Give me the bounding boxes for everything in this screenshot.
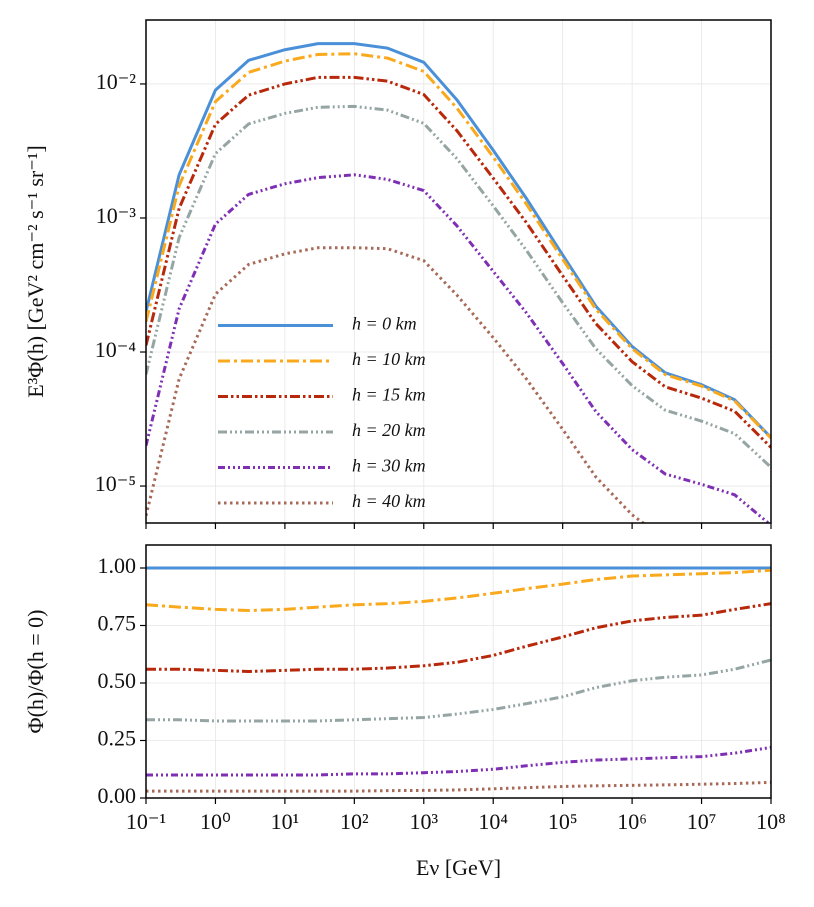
y-tick-label: 0.25 [98,726,137,751]
series-line [146,780,771,793]
plot-area [146,42,771,523]
legend-label: h = 15 km [352,385,426,405]
legend-label: h = 0 km [352,314,417,334]
y-axis-label: E³Φ(h) [GeV² cm⁻² s⁻¹ sr⁻¹] [23,145,48,398]
x-tick-label: 10⁸ [756,809,786,834]
series-line [146,75,771,449]
y-axis-label: Φ(h)/Φ(h = 0) [23,610,48,734]
legend-label: h = 20 km [352,420,426,440]
y-tick-label: 0.00 [98,783,137,808]
series-line [146,246,646,523]
x-tick-label: 10² [340,809,369,834]
x-tick-label: 10⁻¹ [126,809,166,834]
series-line [146,173,771,523]
y-tick-label: 10⁻⁵ [95,471,136,496]
plot-frame [145,19,772,524]
y-tick-label: 0.75 [98,611,137,636]
y-tick-label: 1.00 [98,553,137,578]
y-tick-label: 10⁻³ [96,203,137,228]
plot-frame [145,544,772,799]
x-tick-label: 10³ [409,809,438,834]
y-tick-label: 10⁻² [96,69,137,94]
y-tick-label: 10⁻⁴ [95,337,137,362]
x-axis-label: Eν [GeV] [416,855,501,880]
plot-area [146,566,771,793]
series-line [146,568,771,613]
y-tick-label: 0.50 [98,668,137,693]
series-line [146,745,771,777]
series-line [146,52,771,440]
x-tick-label: 10⁷ [687,809,717,834]
x-tick-label: 10⁰ [200,809,231,834]
legend-label: h = 40 km [352,491,426,511]
legend-label: h = 30 km [352,456,426,476]
x-tick-label: 10⁶ [617,809,647,834]
x-tick-label: 10⁴ [478,809,508,834]
x-tick-label: 10¹ [271,809,300,834]
legend-label: h = 10 km [352,349,426,369]
series-line [146,104,771,469]
series-line [146,602,771,673]
x-tick-label: 10⁵ [548,809,578,834]
